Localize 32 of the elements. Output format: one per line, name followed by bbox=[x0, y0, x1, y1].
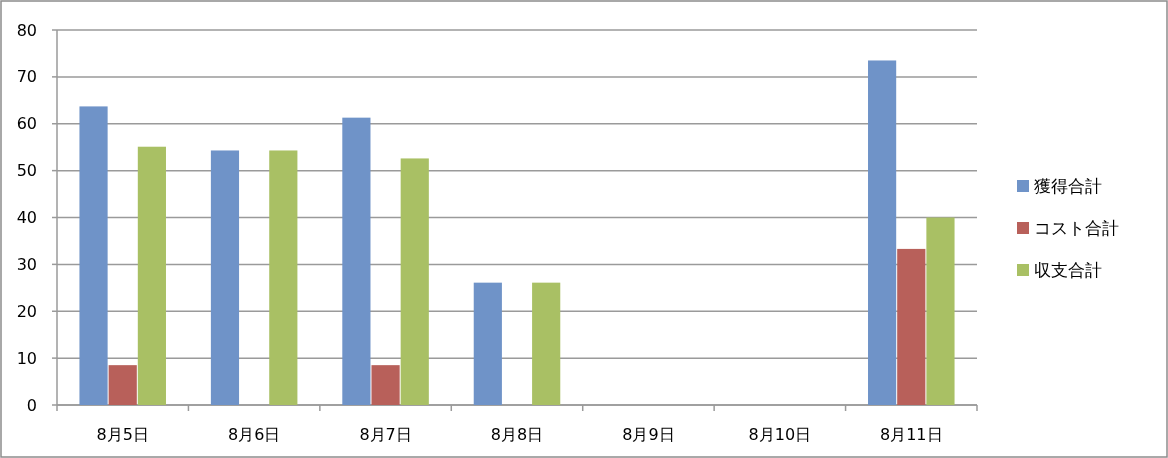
legend-label: 収支合計 bbox=[1034, 260, 1102, 280]
y-tick-label: 40 bbox=[16, 208, 37, 227]
bar bbox=[868, 60, 897, 405]
x-tick-label: 8月11日 bbox=[880, 424, 943, 444]
x-tick-label: 8月5日 bbox=[96, 424, 149, 444]
bar bbox=[108, 365, 137, 405]
y-tick-label: 30 bbox=[16, 254, 37, 274]
y-tick-label: 10 bbox=[16, 348, 37, 368]
bar bbox=[400, 158, 429, 405]
bar bbox=[79, 106, 108, 405]
x-tick-label: 8月9日 bbox=[622, 424, 675, 444]
x-tick-label: 8月6日 bbox=[227, 424, 281, 444]
bar bbox=[532, 282, 561, 405]
bar bbox=[926, 217, 955, 405]
y-tick-label: 50 bbox=[16, 161, 37, 181]
bar bbox=[371, 365, 400, 405]
x-tick-label: 8月8日 bbox=[490, 424, 544, 444]
y-tick-label: 60 bbox=[16, 114, 37, 134]
bar bbox=[342, 117, 371, 405]
bar bbox=[269, 150, 298, 405]
bar bbox=[473, 282, 502, 405]
y-tick-label: 20 bbox=[16, 301, 37, 321]
legend-label: コスト合計 bbox=[1034, 218, 1119, 238]
bar bbox=[137, 146, 166, 405]
bar bbox=[897, 248, 926, 405]
x-tick-label: 8月7日 bbox=[359, 424, 412, 444]
y-tick-label: 80 bbox=[16, 20, 37, 40]
bar bbox=[210, 150, 240, 405]
legend-label: 獲得合計 bbox=[1034, 176, 1102, 196]
x-tick-label: 8月10日 bbox=[748, 424, 812, 444]
y-tick-label: 70 bbox=[16, 67, 37, 87]
y-tick-label: 0 bbox=[26, 395, 37, 415]
